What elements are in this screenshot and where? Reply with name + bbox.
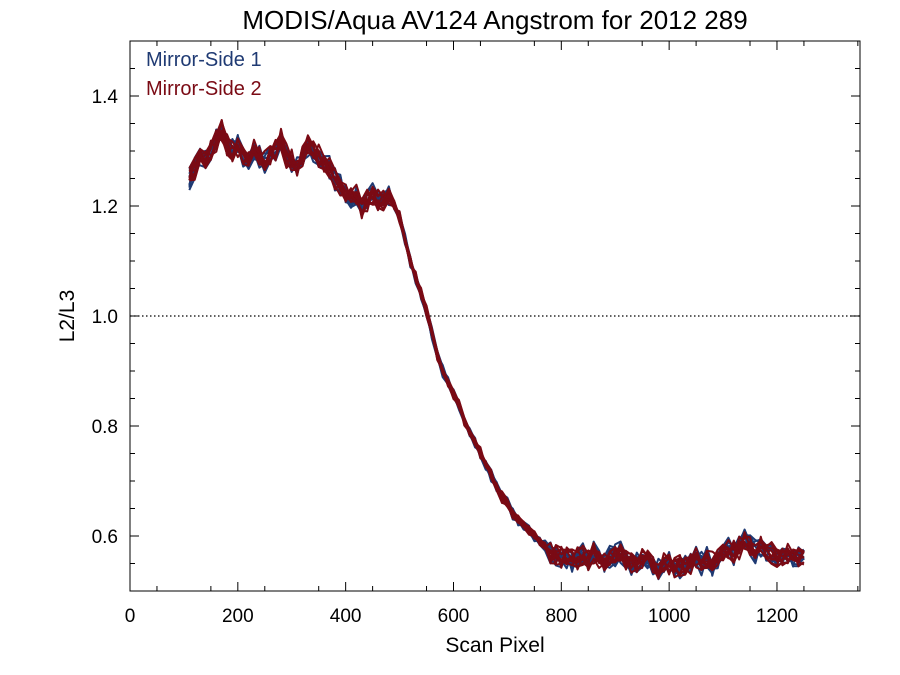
x-axis-label: Scan Pixel <box>445 634 544 657</box>
series-line-mirror-side-2 <box>189 127 805 577</box>
series-lines <box>188 119 805 581</box>
series-line-mirror-side-1 <box>188 124 805 574</box>
x-tick-label: 800 <box>545 606 577 627</box>
x-tick-label: 400 <box>330 606 362 627</box>
x-tick-label: 600 <box>438 606 470 627</box>
legend-mirror-side-1: Mirror-Side 1 <box>146 49 262 71</box>
series-line-mirror-side-1 <box>188 120 805 576</box>
y-tick-label: 0.6 <box>92 527 118 548</box>
series-line-mirror-side-1 <box>188 125 805 576</box>
y-axis-label: L2/L3 <box>56 290 79 343</box>
series-line-mirror-side-2 <box>188 130 805 574</box>
series-line-mirror-side-2 <box>188 132 805 576</box>
series-line-mirror-side-1 <box>188 123 805 575</box>
series-line-mirror-side-2 <box>188 129 805 577</box>
chart-title: MODIS/Aqua AV124 Angstrom for 2012 289 <box>242 5 747 35</box>
x-tick-label: 1200 <box>756 606 798 627</box>
series-line-mirror-side-1 <box>188 135 805 572</box>
y-tick-label: 0.8 <box>92 417 118 438</box>
plot-area <box>130 119 860 581</box>
x-tick-label: 200 <box>222 606 254 627</box>
x-tick-label: 1000 <box>648 606 690 627</box>
series-line-mirror-side-1 <box>188 128 805 578</box>
x-tick-label: 0 <box>125 606 136 627</box>
series-line-mirror-side-1 <box>188 133 805 581</box>
series-line-mirror-side-2 <box>189 119 805 574</box>
series-line-mirror-side-2 <box>189 119 805 579</box>
y-tick-label: 1.2 <box>92 197 118 218</box>
legend-mirror-side-2: Mirror-Side 2 <box>146 78 262 100</box>
series-line-mirror-side-2 <box>188 130 805 576</box>
series-line-mirror-side-2 <box>188 129 805 580</box>
series-line-mirror-side-2 <box>188 121 805 578</box>
series-line-mirror-side-1 <box>188 131 805 580</box>
series-line-mirror-side-2 <box>188 129 805 577</box>
y-tick-label: 1.0 <box>92 307 118 328</box>
series-line-mirror-side-1 <box>188 130 805 577</box>
y-tick-label: 1.4 <box>92 87 119 108</box>
x-axis-ticks: 0 200 400 600 800 1000 1200 <box>125 41 859 627</box>
series-line-mirror-side-1 <box>188 128 805 572</box>
y-axis-ticks: 0.6 0.8 1.0 1.2 1.4 <box>92 68 860 564</box>
